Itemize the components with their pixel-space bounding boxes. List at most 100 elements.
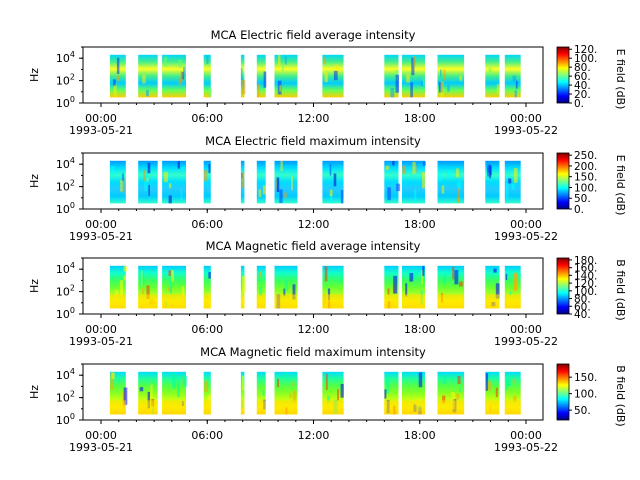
data-segment — [203, 371, 211, 415]
data-segment — [240, 265, 246, 309]
data-segment — [322, 371, 344, 415]
data-segment — [274, 371, 298, 415]
y-tick-label: 104 — [56, 261, 75, 276]
data-segment — [274, 160, 298, 204]
colorbar-tick-label: 140. — [574, 270, 597, 282]
x-tick-label: 12:00 — [298, 218, 330, 231]
panel-title: MCA Electric field average intensity — [211, 28, 416, 42]
x-tick-label: 00:00 — [85, 429, 117, 442]
x-tick-label: 06:00 — [191, 323, 223, 336]
data-segment — [485, 160, 500, 204]
data-segment — [109, 371, 128, 415]
y-axis-label: Hz — [28, 279, 41, 293]
data-segment — [384, 371, 399, 415]
x-tick-label: 18:00 — [404, 218, 436, 231]
colorbar-tick-label: 100. — [574, 182, 597, 194]
y-tick-label: 104 — [56, 50, 75, 65]
y-tick-label: 102 — [56, 179, 75, 194]
colorbar-tick-label: 200. — [574, 161, 597, 173]
x-date-label: 1993-05-21 — [69, 335, 133, 348]
colorbar-label: B field (dB) — [614, 259, 627, 320]
panel-title: MCA Magnetic field maximum intensity — [200, 345, 426, 359]
data-segment — [138, 160, 158, 204]
colorbar-tick-label: 150. — [574, 372, 597, 384]
colorbar-tick-label: 0. — [574, 204, 584, 216]
data-segment — [384, 265, 399, 309]
data-segment — [256, 265, 266, 309]
data-segment — [322, 160, 344, 204]
colorbar-tick-label: 160. — [574, 263, 597, 275]
data-segment — [485, 371, 500, 415]
x-date-label: 1993-05-22 — [494, 441, 558, 454]
data-segment — [162, 54, 186, 98]
y-tick-label: 100 — [56, 306, 75, 321]
data-segment — [203, 265, 211, 309]
y-axis-label: Hz — [28, 174, 41, 188]
data-segment — [384, 54, 400, 98]
colorbar-tick-label: 100. — [574, 53, 597, 65]
colorbar-tick-label: 180. — [574, 255, 597, 267]
data-segment — [256, 371, 266, 415]
y-tick-label: 102 — [56, 284, 75, 299]
x-tick-label: 12:00 — [298, 323, 330, 336]
x-tick-label: 06:00 — [191, 112, 223, 125]
y-tick-label: 100 — [56, 201, 75, 216]
colorbar-tick-label: 100. — [574, 286, 597, 298]
data-segment — [504, 160, 521, 204]
colorbar-tick-label: 250. — [574, 150, 597, 162]
data-segment — [256, 160, 266, 204]
colorbar-tick-label: 60. — [574, 301, 591, 313]
x-date-label: 1993-05-22 — [494, 335, 558, 348]
x-tick-label: 18:00 — [404, 112, 436, 125]
y-axis-label: Hz — [28, 385, 41, 399]
spectrogram-panel-4: MCA Magnetic field maximum intensity 100 1… — [28, 345, 627, 454]
data-segment — [162, 371, 188, 415]
colorbar-tick-label: 80. — [574, 62, 591, 74]
data-segment — [240, 160, 245, 204]
colorbar-tick-label: 100. — [574, 389, 597, 401]
data-segment — [138, 54, 158, 98]
colorbar-tick-label: 50. — [574, 193, 591, 205]
y-axis-label: Hz — [28, 68, 41, 82]
data-segment — [162, 265, 186, 309]
colorbar-tick-label: 40. — [574, 309, 591, 321]
data-segment — [162, 160, 186, 204]
data-segment — [437, 265, 465, 309]
x-tick-label: 00:00 — [510, 218, 542, 231]
colorbar-label: E field (dB) — [614, 155, 627, 216]
colorbar — [556, 152, 570, 210]
data-segment — [322, 54, 344, 98]
data-segment — [203, 160, 211, 204]
data-segment — [256, 54, 267, 98]
x-date-label: 1993-05-21 — [69, 230, 133, 243]
data-segment — [437, 54, 465, 98]
data-segment — [274, 54, 298, 98]
data-segment — [504, 371, 521, 415]
colorbar-tick-label: 120. — [574, 278, 597, 290]
colorbar-tick-label: 20. — [574, 89, 591, 101]
data-segment — [504, 265, 521, 309]
colorbar-tick-label: 50. — [574, 405, 591, 417]
data-segment — [402, 371, 425, 415]
data-segment — [240, 54, 246, 98]
data-segment — [109, 54, 126, 98]
x-tick-label: 00:00 — [85, 112, 117, 125]
data-segment — [504, 54, 521, 98]
x-tick-label: 00:00 — [510, 112, 542, 125]
data-segment — [437, 160, 465, 204]
colorbar — [556, 46, 570, 104]
colorbar-tick-label: 120. — [574, 44, 597, 56]
colorbar-tick-label: 0. — [574, 98, 584, 110]
data-segment — [109, 160, 126, 204]
data-segment — [485, 54, 500, 98]
data-segment — [437, 371, 465, 415]
colorbar-tick-label: 80. — [574, 294, 591, 306]
data-segment — [138, 371, 158, 415]
y-tick-label: 100 — [56, 412, 75, 427]
data-segment — [138, 265, 158, 309]
x-tick-label: 06:00 — [191, 218, 223, 231]
data-segment — [322, 265, 344, 309]
data-segment — [203, 54, 212, 98]
panel-title: MCA Magnetic field average intensity — [206, 239, 421, 253]
